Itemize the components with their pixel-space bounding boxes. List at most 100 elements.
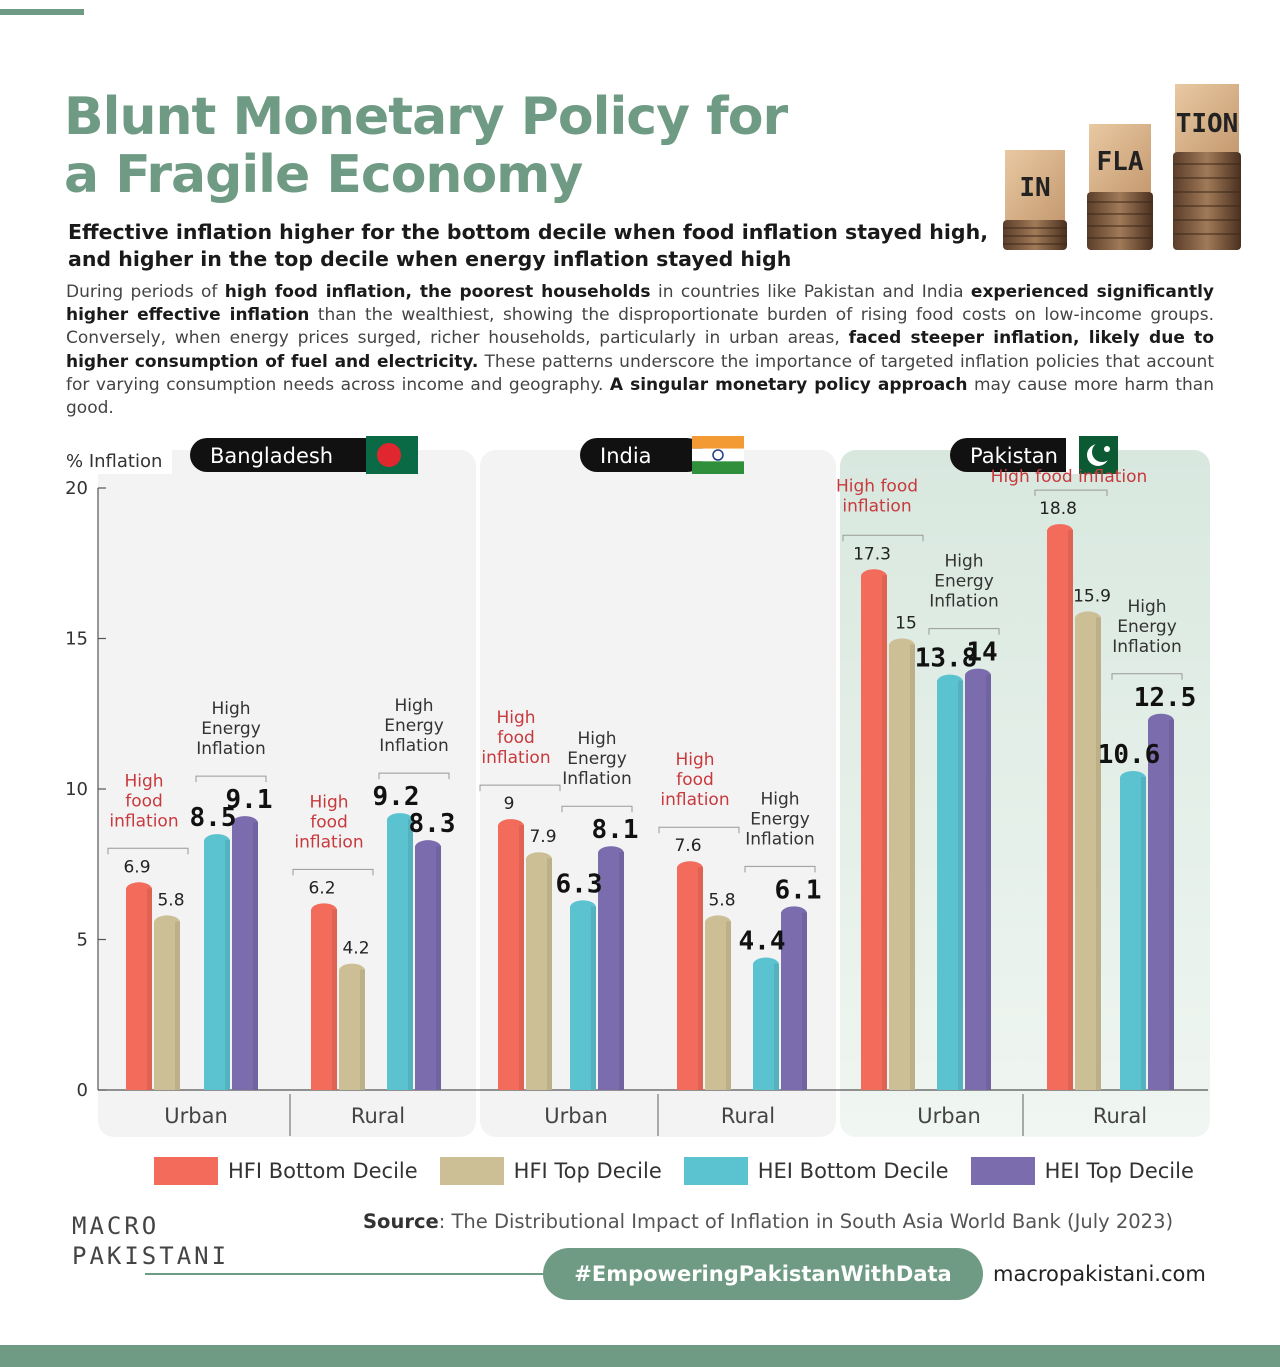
energy-annotation: Energy	[567, 749, 627, 769]
legend-item-hfi-bottom: HFI Bottom Decile	[154, 1157, 418, 1185]
y-tick-label: 10	[65, 779, 88, 800]
bar-bangladesh-rural-hfi-top-cap	[339, 963, 365, 978]
country-pill	[950, 438, 1082, 472]
legend-label-hfi-top: HFI Top Decile	[513, 1159, 662, 1183]
value-label: 8.3	[409, 809, 456, 839]
bar-pakistan-urban-hfi-top-cap	[889, 638, 915, 653]
hashtag-badge: #EmpoweringPakistanWithData	[543, 1248, 983, 1300]
bar-pakistan-urban-hei-bottom-cap	[937, 674, 963, 689]
bar-pakistan-urban-hei-top-shade	[986, 674, 991, 1090]
description-segment: faced steeper inflation, likely due to h…	[66, 328, 1214, 372]
description-segment: may cause more harm than good.	[66, 374, 1214, 419]
food-annotation: High	[675, 750, 714, 770]
description-segment: experienced significantly higher effecti…	[66, 282, 1214, 326]
value-label: 8.1	[592, 815, 639, 845]
food-bracket	[658, 826, 740, 834]
bar-bangladesh-rural-hfi-bottom	[311, 909, 337, 1090]
country-name-bangladesh: Bangladesh	[210, 444, 333, 468]
bar-bangladesh-rural-hei-bottom-cap	[387, 813, 413, 828]
legend-label-hfi-bottom: HFI Bottom Decile	[228, 1159, 418, 1183]
value-label: 13.8	[915, 644, 978, 674]
bar-india-rural-hfi-top-cap	[705, 915, 731, 930]
food-annotation: food	[125, 791, 163, 811]
bar-pakistan-rural-hfi-bottom	[1047, 530, 1073, 1090]
legend-item-hei-bottom: HEI Bottom Decile	[683, 1157, 949, 1185]
x-category-label: Urban	[544, 1104, 608, 1128]
source-text: : The Distributional Impact of Inflation…	[438, 1210, 1174, 1233]
bar-pakistan-urban-hfi-bottom-shade	[882, 575, 887, 1090]
bar-india-urban-hfi-bottom-shade	[519, 825, 524, 1090]
description-segment: During periods of	[66, 282, 225, 302]
country-name-pakistan: Pakistan	[970, 444, 1058, 468]
value-label: 9.1	[226, 785, 273, 815]
description-segment: A singular monetary policy approach	[609, 374, 968, 395]
y-axis-label-bg	[60, 446, 172, 474]
bar-bangladesh-rural-hfi-top-shade	[360, 969, 365, 1090]
bar-india-rural-hei-top-shade	[802, 912, 807, 1090]
india-flag-icon	[692, 436, 744, 449]
x-category-label: Rural	[1093, 1104, 1147, 1128]
india-flag-wheel	[712, 449, 724, 461]
title-line-1: Blunt Monetary Policy for	[64, 87, 788, 147]
bar-pakistan-urban-hfi-bottom-cap	[861, 569, 887, 584]
source-label: Source	[363, 1210, 439, 1233]
food-bracket	[107, 847, 189, 855]
legend-label-hei-bottom: HEI Bottom Decile	[757, 1159, 949, 1183]
website-link[interactable]: macropakistani.com	[993, 1262, 1206, 1286]
country-pill	[580, 438, 704, 472]
country-panel-pakistan	[840, 450, 1210, 1137]
energy-annotation: Energy	[201, 719, 261, 739]
footer-divider	[145, 1273, 565, 1275]
bar-india-urban-hei-bottom-shade	[591, 906, 596, 1090]
bar-pakistan-rural-hei-top	[1148, 719, 1174, 1090]
bar-bangladesh-urban-hfi-top	[154, 921, 180, 1090]
bar-pakistan-rural-hei-top-shade	[1169, 719, 1174, 1090]
bar-bangladesh-urban-hei-bottom-cap	[204, 834, 230, 849]
bar-india-urban-hei-top	[598, 852, 624, 1090]
value-label: 7.9	[529, 827, 556, 847]
bar-pakistan-urban-hfi-bottom	[861, 575, 887, 1090]
block-label-fla: FLA	[1097, 147, 1144, 177]
india-flag-band	[692, 461, 744, 474]
country-name-india: India	[600, 444, 652, 468]
macro-pakistani-logo: MACRO PAKISTANI	[72, 1212, 226, 1307]
india-flag-band	[692, 448, 744, 462]
bar-india-urban-hfi-top	[526, 858, 552, 1090]
value-label: 17.3	[853, 544, 891, 564]
bar-india-urban-hfi-top-cap	[526, 852, 552, 867]
logo-line-1: MACRO	[72, 1212, 160, 1240]
value-label: 7.6	[674, 836, 701, 856]
bar-bangladesh-urban-hfi-bottom-shade	[147, 888, 152, 1090]
energy-annotation: Inflation	[196, 739, 265, 759]
bar-pakistan-rural-hfi-bottom-shade	[1068, 530, 1073, 1090]
energy-annotation: High	[1127, 597, 1166, 617]
logo-line-2: PAKISTANI	[72, 1242, 230, 1270]
description-segment: high food inflation, the poorest househo…	[224, 282, 651, 302]
energy-annotation: High	[211, 699, 250, 719]
value-label: 9.2	[373, 782, 420, 812]
block-label-in: IN	[1019, 173, 1050, 203]
y-tick-label: 5	[77, 930, 88, 951]
y-tick-label: 15	[65, 629, 88, 650]
value-label: 6.2	[308, 878, 335, 898]
inflation-bar-chart: 0 5 10 15 20 % Inflation Bangladesh India Pakist…	[60, 436, 1210, 1137]
bar-pakistan-urban-hfi-top-shade	[910, 644, 915, 1090]
bar-bangladesh-urban-hei-top-shade	[253, 822, 258, 1090]
value-label: 15.9	[1073, 586, 1111, 606]
bangladesh-flag-disc	[377, 443, 401, 467]
value-label: 9	[504, 794, 515, 814]
x-category-label: Rural	[351, 1104, 405, 1128]
food-annotation: food	[676, 770, 714, 790]
description-segment: in countries like Pakistan and India	[650, 282, 971, 302]
energy-annotation: Inflation	[745, 829, 814, 849]
bar-india-urban-hei-bottom-cap	[570, 900, 596, 915]
food-bracket	[1034, 489, 1108, 497]
energy-annotation: High	[577, 729, 616, 749]
legend-swatch-hfi-bottom	[154, 1157, 218, 1185]
legend-swatch-hei-top	[970, 1157, 1035, 1185]
description-segment: than the wealthiest, showing the disprop…	[66, 305, 1214, 349]
bar-bangladesh-urban-hfi-top-shade	[175, 921, 180, 1090]
bar-pakistan-rural-hfi-top-shade	[1096, 617, 1101, 1090]
food-annotation: food	[497, 728, 535, 748]
x-category-label: Urban	[164, 1104, 228, 1128]
